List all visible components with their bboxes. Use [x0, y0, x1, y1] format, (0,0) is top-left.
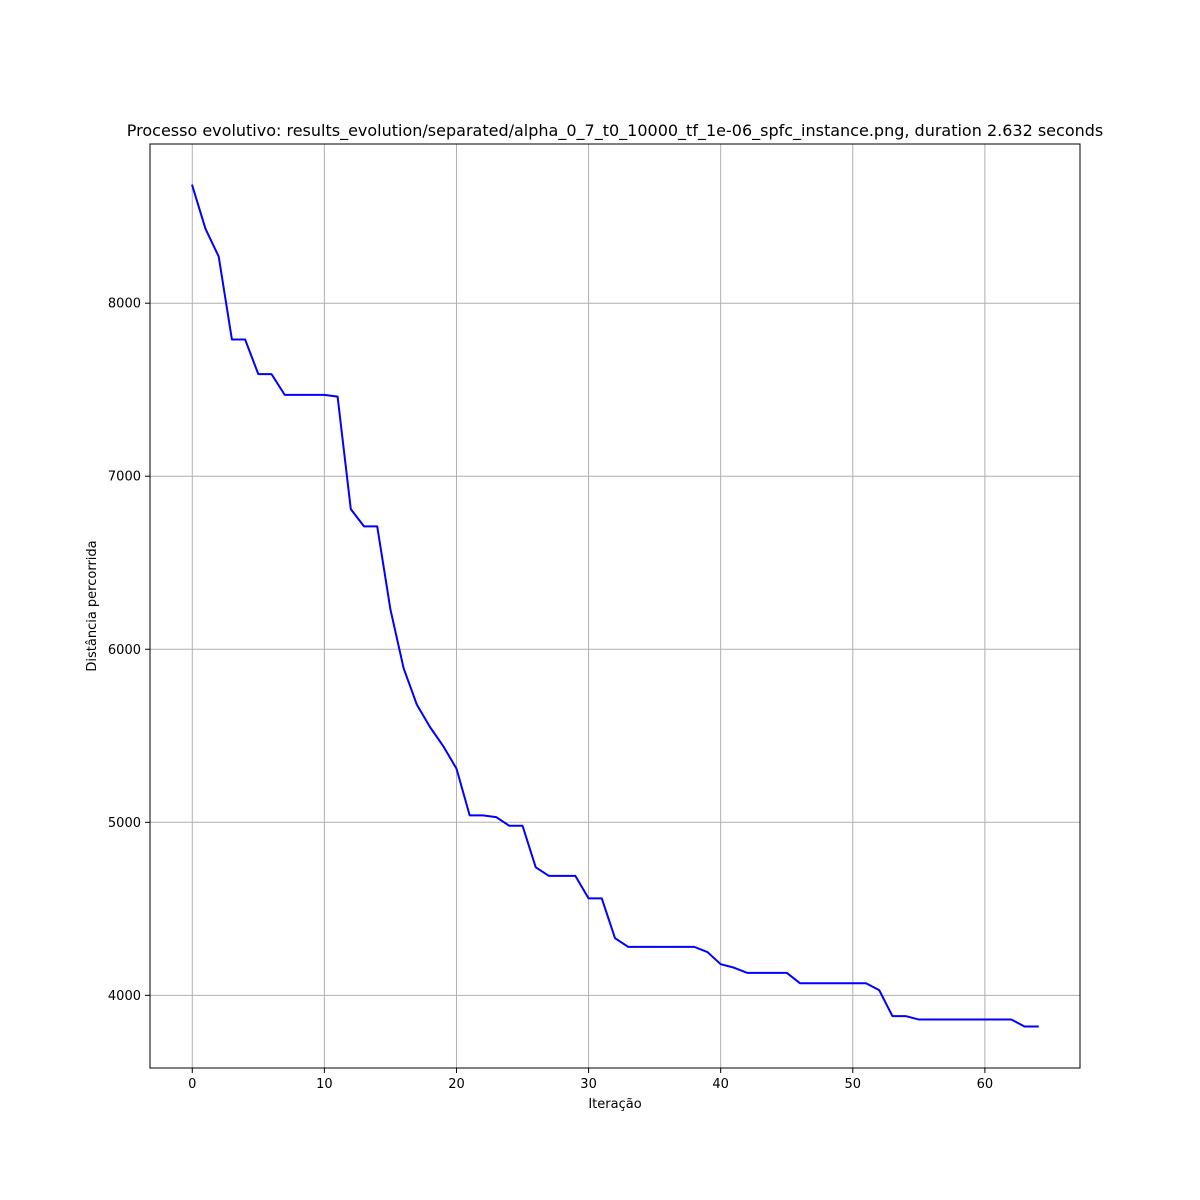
- x-axis-label: Iteração: [588, 1097, 641, 1112]
- x-tick-label: 20: [448, 1077, 465, 1092]
- series-line: [191, 184, 1039, 1028]
- y-tick-label: 4000: [108, 989, 141, 1004]
- plot-frame: [149, 143, 1081, 1069]
- x-tick-label: 0: [188, 1077, 196, 1092]
- y-axis-label: Distância percorrida: [85, 540, 100, 671]
- y-tick-label: 6000: [108, 643, 141, 658]
- y-tick-label: 7000: [108, 470, 141, 485]
- grid: [150, 144, 1080, 1068]
- x-tick-label: 30: [580, 1077, 597, 1092]
- y-tick-label: 8000: [108, 297, 141, 312]
- x-axis: 0 10 20 30 40 50 60: [188, 1068, 993, 1092]
- x-tick-label: 50: [845, 1077, 862, 1092]
- x-tick-label: 60: [977, 1077, 994, 1092]
- series-layer: [191, 184, 1039, 1028]
- chart-title: Processo evolutivo: results_evolution/se…: [127, 121, 1103, 141]
- y-axis: 4000 5000 6000 7000 8000: [108, 297, 150, 1004]
- y-tick-label: 5000: [108, 816, 141, 831]
- x-tick-label: 10: [316, 1077, 333, 1092]
- x-tick-label: 40: [712, 1077, 729, 1092]
